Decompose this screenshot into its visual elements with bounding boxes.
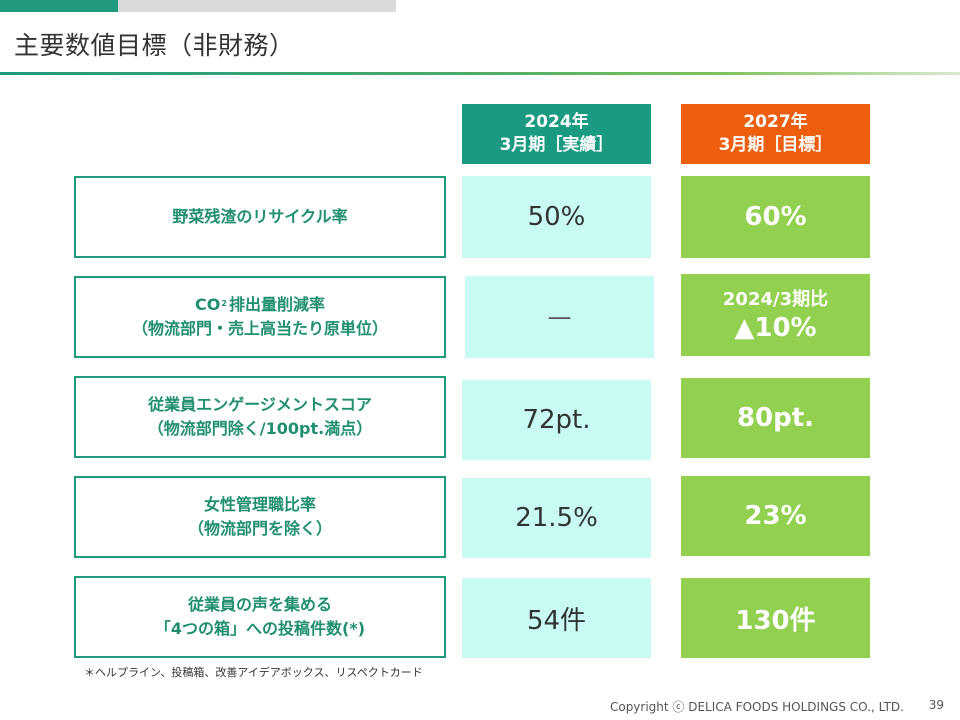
- top-accent-bar-gray: [118, 0, 396, 12]
- cell-target-co2-reduction: 2024/3期比 ▲10%: [681, 274, 870, 356]
- column-header-target: 2027年 3月期［目標］: [681, 104, 870, 164]
- column-header-target-period: 3月期［目標］: [718, 135, 833, 155]
- page-number: 39: [928, 698, 944, 712]
- cell-target-engagement-score: 80pt.: [681, 378, 870, 458]
- row-label-vegetable-recycling: 野菜残渣のリサイクル率: [74, 176, 446, 258]
- cell-value-line2: ▲10%: [734, 313, 817, 343]
- cell-value-dash: —: [547, 303, 572, 331]
- row-label-line1: 女性管理職比率: [203, 495, 316, 514]
- cell-value: 54件: [526, 605, 587, 636]
- row-label-co2-reduction: CO2 排出量削減率 （物流部門・売上高当たり原単位）: [74, 276, 446, 358]
- cell-value: 130件: [735, 605, 816, 636]
- cell-value-line1: 2024/3期比: [722, 289, 829, 310]
- cell-value: 60%: [744, 202, 807, 232]
- row-label-line1: 従業員エンゲージメントスコア: [148, 395, 372, 414]
- cell-actual-co2-reduction: —: [465, 276, 654, 358]
- column-header-actual-year: 2024年: [524, 112, 589, 132]
- cell-target-vegetable-recycling: 60%: [681, 176, 870, 258]
- row-label-line2: （物流部門・売上高当たり原単位）: [131, 319, 388, 339]
- footnote: ＊ヘルプライン、投稿箱、改善アイデアボックス、リスペクトカード: [84, 666, 423, 679]
- cell-value: 72pt.: [522, 405, 591, 435]
- cell-value: 21.5%: [515, 503, 598, 533]
- row-label-line2: （物流部門除く/100pt.満点）: [147, 419, 373, 438]
- cell-value: 23%: [744, 501, 807, 531]
- copyright-notice: Copyright ⓒ DELICA FOODS HOLDINGS CO., L…: [609, 700, 904, 714]
- top-accent-bar-green: [0, 0, 118, 12]
- cell-target-four-boxes-posts: 130件: [681, 578, 870, 658]
- column-header-actual: 2024年 3月期［実績］: [462, 104, 651, 164]
- row-label-line1: 従業員の声を集める: [187, 595, 332, 614]
- co2-text: CO: [195, 294, 221, 314]
- co2-subscript: 2: [221, 299, 227, 309]
- row-label-text: 野菜残渣のリサイクル率: [172, 207, 348, 226]
- row-label-four-boxes-posts: 従業員の声を集める 「4つの箱」への投稿件数(*): [74, 576, 446, 658]
- cell-actual-engagement-score: 72pt.: [462, 380, 651, 460]
- cell-actual-four-boxes-posts: 54件: [462, 578, 651, 658]
- column-header-target-year: 2027年: [743, 112, 808, 132]
- cell-value: 50%: [527, 202, 586, 232]
- page-title: 主要数値目標（非財務）: [14, 31, 295, 60]
- row-label-line2: （物流部門を除く）: [187, 519, 332, 538]
- cell-actual-female-managers: 21.5%: [462, 478, 651, 558]
- row-label-line2: 「4つの箱」への投稿件数(*): [154, 619, 366, 638]
- cell-target-female-managers: 23%: [681, 476, 870, 556]
- row-label-line1: CO2 排出量削減率: [195, 293, 325, 318]
- column-header-actual-period: 3月期［実績］: [499, 135, 614, 155]
- title-underline: [0, 72, 960, 75]
- row-label-female-managers: 女性管理職比率 （物流部門を除く）: [74, 476, 446, 558]
- row-label-line1-rest: 排出量削減率: [228, 294, 325, 314]
- row-label-engagement-score: 従業員エンゲージメントスコア （物流部門除く/100pt.満点）: [74, 376, 446, 458]
- cell-actual-vegetable-recycling: 50%: [462, 176, 651, 258]
- cell-value: 80pt.: [736, 403, 815, 433]
